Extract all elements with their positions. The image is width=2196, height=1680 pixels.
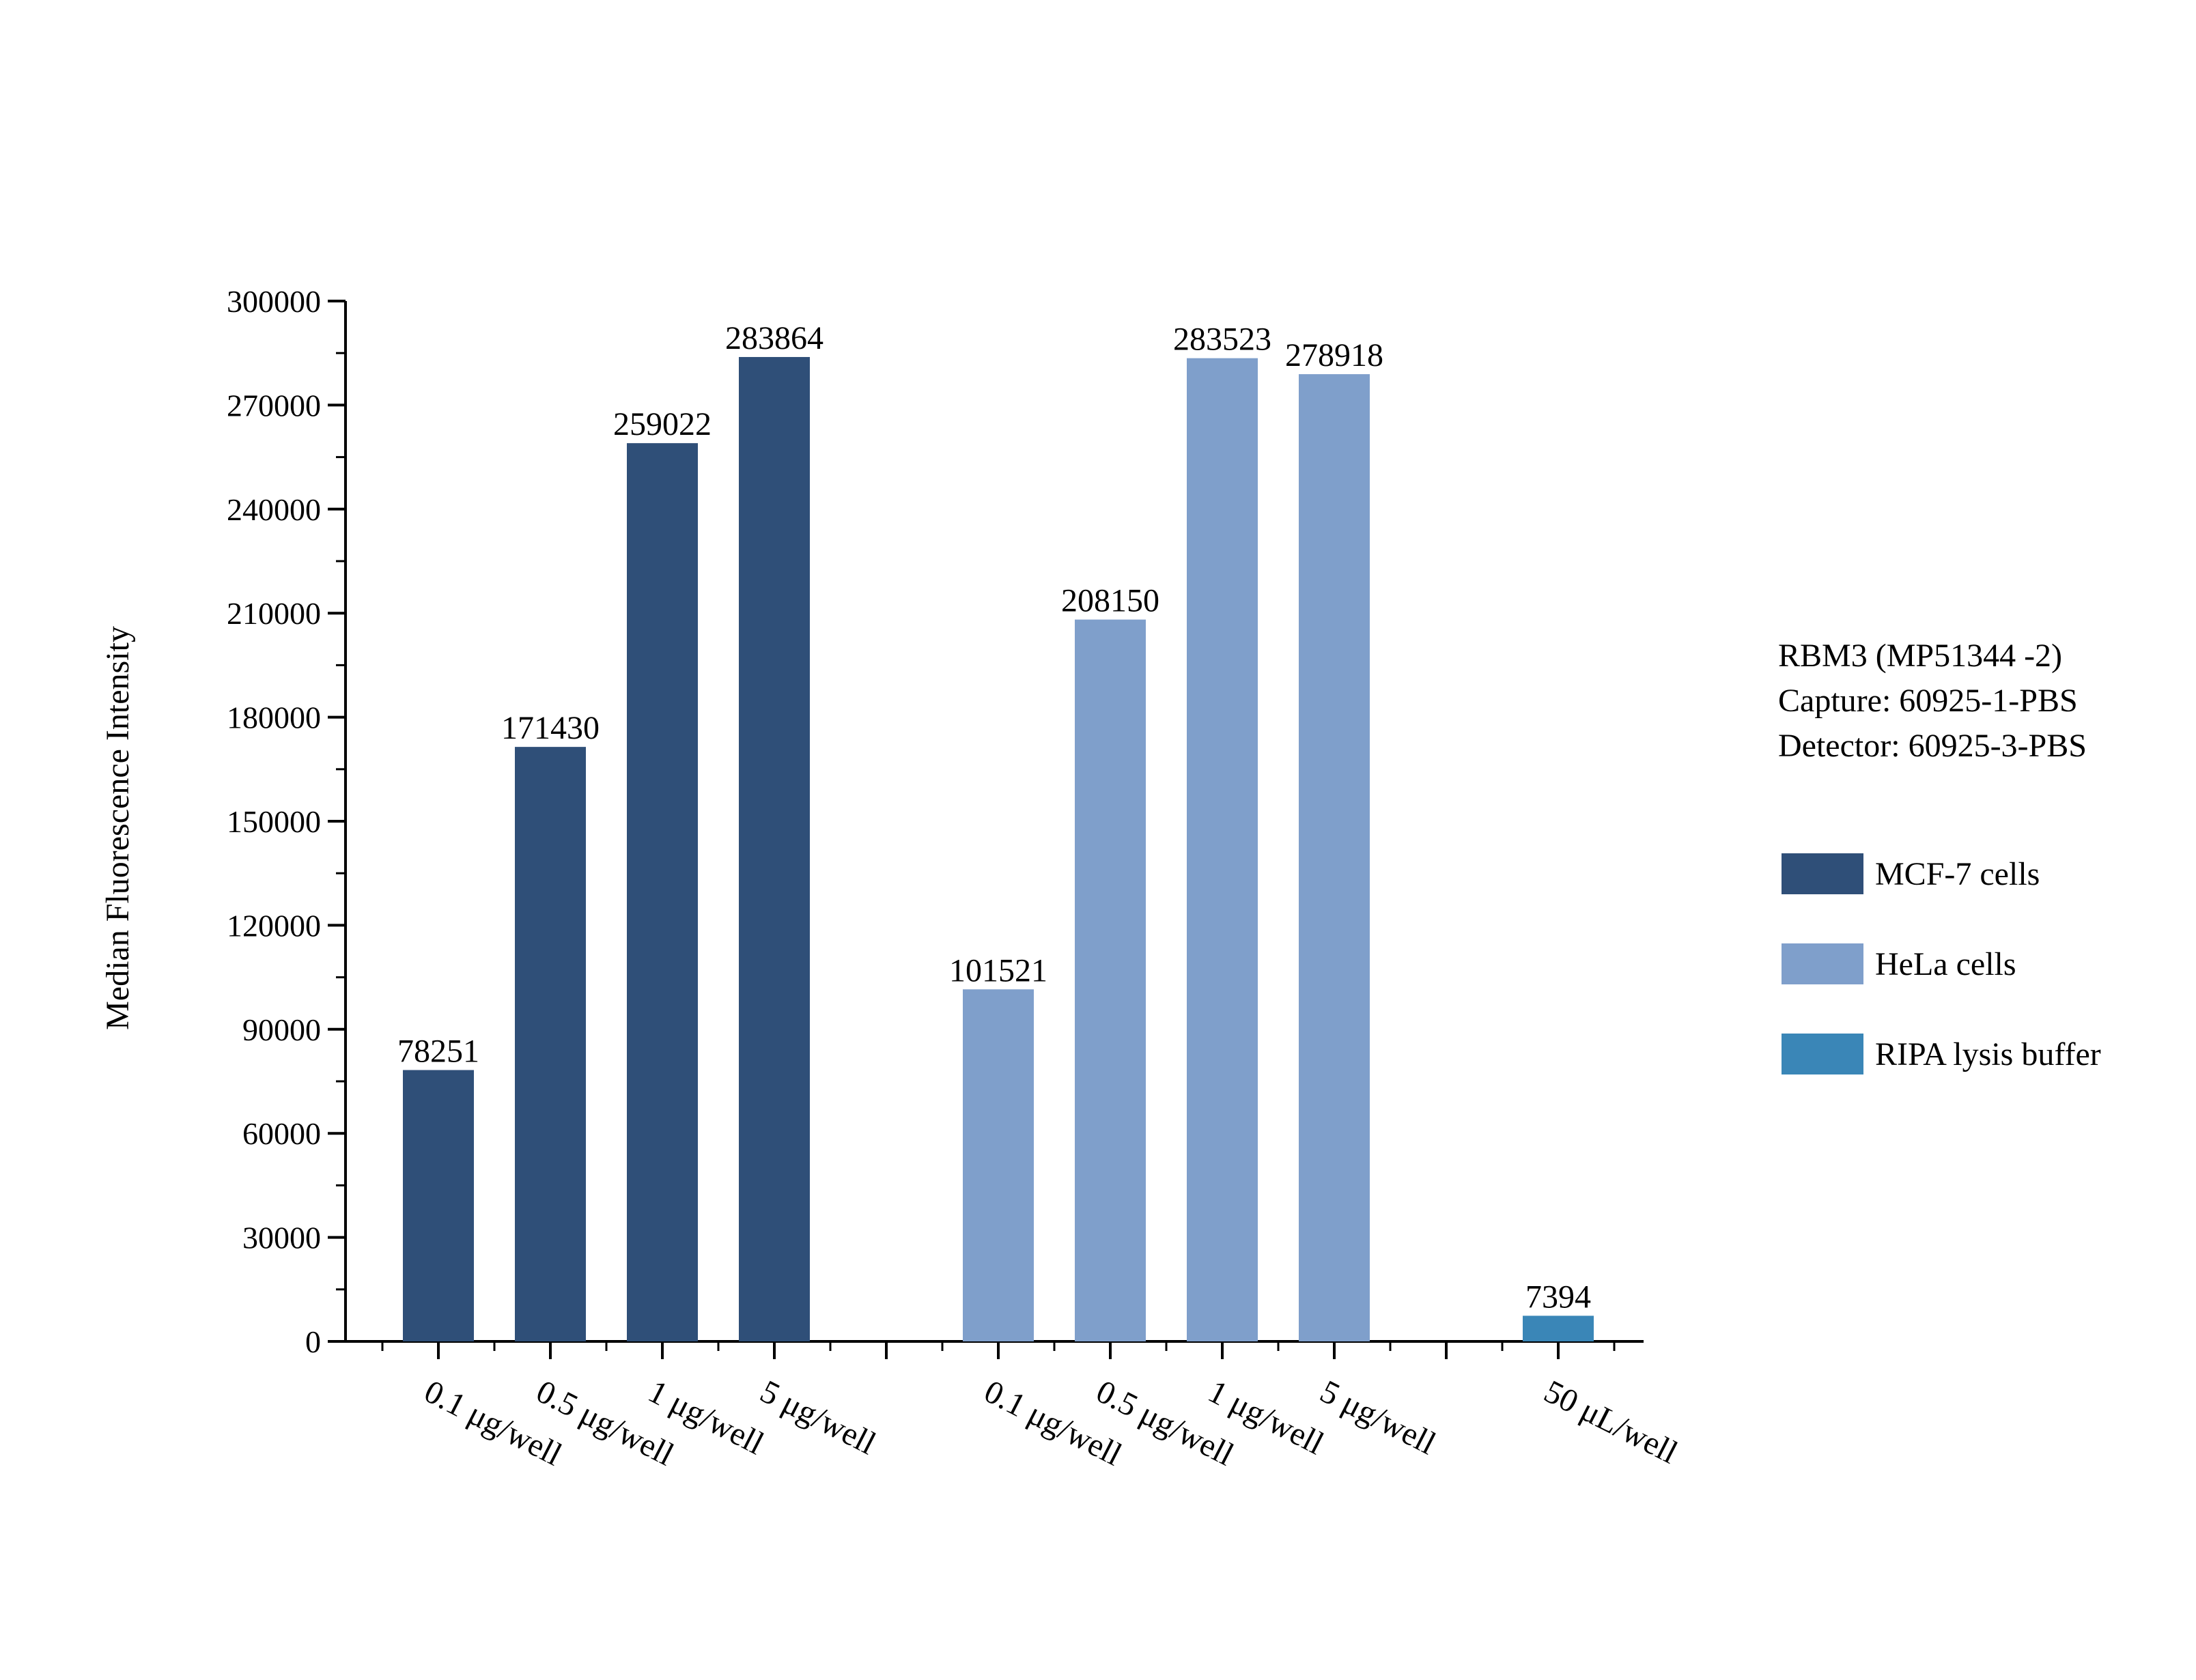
y-tick-label: 60000 [242,1116,321,1151]
bar [627,443,698,1341]
legend-swatch [1782,1034,1863,1074]
x-axis [328,1340,1644,1359]
annotation-line: RBM3 (MP51344 -2) [1778,638,2062,674]
y-tick-label: 240000 [227,492,321,527]
legend-label: HeLa cells [1875,946,2016,982]
bar [515,747,586,1341]
y-tick-label: 270000 [227,388,321,423]
y-tick-label: 120000 [227,908,321,943]
legend-label: RIPA lysis buffer [1875,1036,2101,1072]
legend-swatch [1782,853,1863,894]
y-tick-label: 30000 [242,1221,321,1255]
y-tick-label: 180000 [227,700,321,735]
bars [403,356,1594,1342]
bar [963,989,1034,1341]
y-tick-label: 0 [305,1324,321,1359]
category-label: 5 μg/well [1314,1373,1441,1462]
annotation-line: Capture: 60925-1-PBS [1778,683,2078,719]
category-label: 5 μg/well [755,1373,882,1462]
bar [403,1070,474,1341]
y-tick-label: 210000 [227,596,321,631]
data-labels: 78251 171430 259022 283864 101521 208150 28352… [397,320,1591,1315]
bar [1523,1315,1594,1341]
y-axis: 0 30000 60000 90000 120000 150000 180000 210000… [227,284,347,1359]
data-label: 7394 [1525,1279,1591,1315]
bar [739,356,810,1341]
bar [1299,374,1370,1341]
category-label: 50 μL/well [1538,1373,1683,1471]
legend-swatch [1782,943,1863,984]
bar [1187,358,1258,1342]
data-label: 278918 [1285,337,1383,373]
bar [1075,619,1146,1341]
annotation-line: Detector: 60925-3-PBS [1778,728,2087,764]
y-tick-label: 90000 [242,1012,321,1047]
data-label: 101521 [949,952,1047,988]
data-label: 283864 [725,320,824,356]
annotation: RBM3 (MP51344 -2) Capture: 60925-1-PBS Det… [1778,638,2087,764]
data-label: 171430 [501,710,600,746]
data-label: 259022 [613,406,712,442]
legend: MCF-7 cells HeLa cells RIPA lysis buffer [1782,853,2101,1074]
data-label: 78251 [397,1033,479,1069]
y-axis-title: Median Fluorescence Intensity [100,626,136,1030]
y-tick-label: 300000 [227,284,321,319]
data-label: 283523 [1173,322,1271,358]
legend-label: MCF-7 cells [1875,856,2040,892]
y-tick-label: 150000 [227,804,321,839]
data-label: 208150 [1061,583,1159,619]
